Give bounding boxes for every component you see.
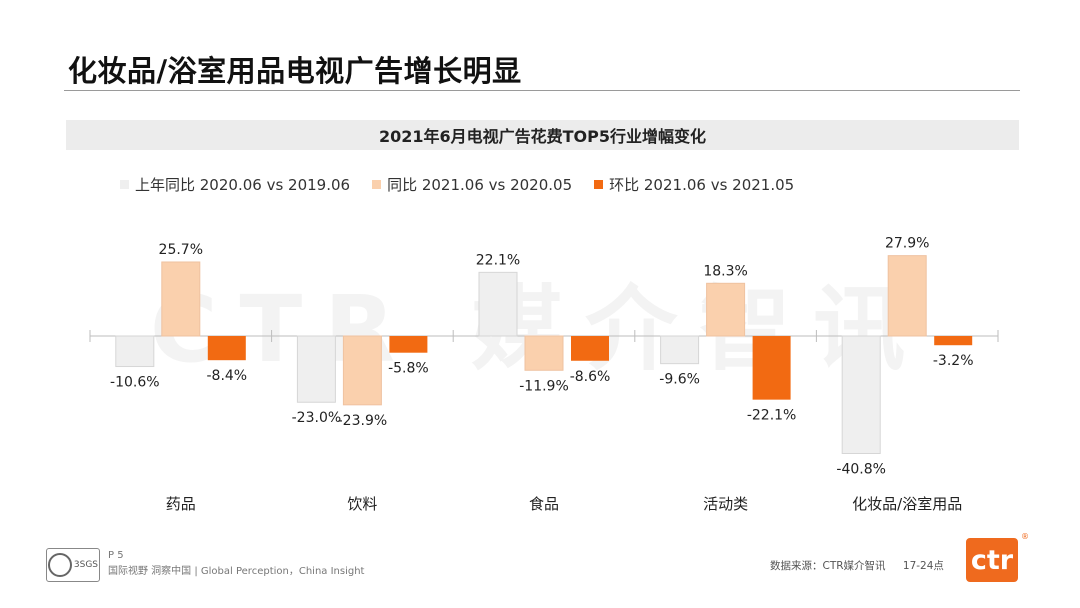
legend-swatch-yoy-2020 bbox=[372, 180, 382, 189]
data-label: 25.7% bbox=[159, 242, 203, 258]
footer-text: P 5 国际视野 洞察中国 | Global Perception，China … bbox=[108, 548, 364, 580]
data-label: -22.1% bbox=[747, 408, 797, 424]
data-label: 22.1% bbox=[476, 252, 520, 268]
certification-logo: 3SGS bbox=[46, 548, 100, 582]
bar bbox=[841, 335, 881, 455]
chart-title: 2021年6月电视广告花费TOP5行业增幅变化 bbox=[66, 120, 1019, 150]
chart-legend: 上年同比 2020.06 vs 2019.06 同比 2021.06 vs 20… bbox=[120, 174, 816, 195]
bar bbox=[934, 336, 973, 346]
ctr-logo: ctr bbox=[966, 538, 1018, 582]
registered-mark: ® bbox=[1021, 532, 1029, 541]
bar bbox=[207, 336, 246, 361]
legend-label-yoy-2019: 上年同比 2020.06 vs 2019.06 bbox=[135, 176, 351, 194]
bar bbox=[571, 336, 609, 361]
data-label: -3.2% bbox=[933, 353, 974, 369]
data-label: -40.8% bbox=[836, 462, 886, 478]
legend-item-yoy-2020: 同比 2021.06 vs 2020.05 bbox=[372, 174, 572, 195]
data-label: -9.6% bbox=[659, 372, 700, 388]
bar bbox=[706, 282, 746, 337]
category-label: 食品 bbox=[529, 495, 559, 513]
data-label: -5.8% bbox=[388, 361, 429, 377]
bar bbox=[342, 335, 382, 406]
legend-swatch-yoy-2019 bbox=[120, 180, 129, 189]
bar bbox=[478, 271, 518, 337]
certification-label: 3SGS bbox=[73, 560, 99, 570]
category-label: 化妆品/浴室用品 bbox=[852, 495, 962, 513]
category-label: 活动类 bbox=[703, 495, 748, 513]
legend-label-mom: 环比 2021.06 vs 2021.05 bbox=[609, 176, 795, 194]
data-label: -10.6% bbox=[110, 375, 160, 391]
legend-label-yoy-2020: 同比 2021.06 vs 2020.05 bbox=[387, 176, 573, 194]
category-label: 饮料 bbox=[347, 495, 377, 513]
data-source: 数据来源：CTR媒介智讯 bbox=[770, 560, 886, 572]
page-title: 化妆品/浴室用品电视广告增长明显 bbox=[68, 54, 522, 88]
bar bbox=[115, 335, 155, 368]
certification-seal-icon bbox=[47, 553, 72, 577]
data-label: -11.9% bbox=[519, 378, 569, 394]
bar bbox=[161, 261, 201, 337]
footer-source: 数据来源：CTR媒介智讯 17-24点 bbox=[770, 558, 944, 573]
bar bbox=[389, 336, 428, 353]
bar bbox=[660, 335, 700, 365]
page-number: P 5 bbox=[108, 550, 124, 561]
legend-item-yoy-2019: 上年同比 2020.06 vs 2019.06 bbox=[120, 174, 350, 195]
bar bbox=[296, 335, 336, 403]
data-label: 18.3% bbox=[703, 263, 747, 279]
legend-swatch-mom bbox=[594, 180, 604, 189]
bar bbox=[887, 255, 927, 337]
data-label: 27.9% bbox=[885, 236, 929, 252]
footer-left: 3SGS P 5 国际视野 洞察中国 | Global Perception，C… bbox=[46, 548, 364, 582]
data-label: -23.9% bbox=[338, 413, 388, 429]
data-label: -23.0% bbox=[292, 410, 342, 426]
footer-tagline: 国际视野 洞察中国 | Global Perception，China Insi… bbox=[108, 566, 365, 577]
bar bbox=[524, 335, 564, 371]
time-band: 17-24点 bbox=[902, 560, 944, 572]
data-label: -8.4% bbox=[206, 368, 247, 384]
title-divider bbox=[64, 90, 1020, 91]
legend-item-mom: 环比 2021.06 vs 2021.05 bbox=[594, 174, 794, 195]
data-label: -8.6% bbox=[570, 369, 611, 385]
bar bbox=[752, 336, 791, 400]
category-label: 药品 bbox=[166, 495, 196, 513]
